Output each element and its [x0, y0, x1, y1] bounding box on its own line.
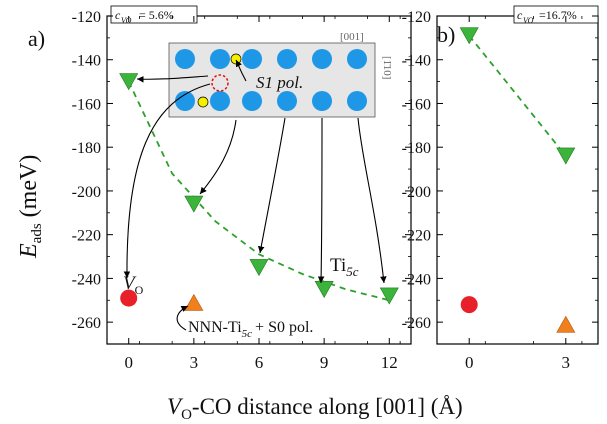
panel-a-concentration-box: c VO = 5.6%: [110, 5, 198, 25]
y-tick-label: -140: [72, 53, 101, 70]
x-tick-label: 12: [381, 353, 398, 372]
y-tick-label: -260: [402, 315, 431, 332]
x-tick-label: 3: [562, 353, 571, 372]
atom: [210, 91, 230, 111]
conc-a-sub: VO: [121, 16, 132, 25]
ti5c-point: [249, 259, 269, 277]
x-tick-label: 9: [320, 353, 329, 372]
ti5c-point: [459, 27, 479, 45]
y-tick-label: -200: [402, 184, 431, 201]
inset-direction-001: [001]: [340, 31, 364, 43]
conc-b-value: =16.7%: [539, 8, 577, 22]
y-tick-label: -220: [72, 228, 101, 245]
y-tick-label: -240: [72, 271, 101, 288]
panel-a-plot: -120 -140 -160 -180 -200 -220 -240 -260 0 3 6 9 12: [72, 9, 411, 372]
panel-a-label: a): [28, 26, 45, 51]
y-axis-label: Eads (meV): [16, 155, 45, 259]
conc-a-c: c: [115, 8, 121, 22]
y-tick-label: -140: [402, 53, 431, 70]
nnn-point: [556, 315, 576, 333]
y-tick-label: -120: [72, 9, 101, 26]
oxygen-vacancy-marker: [211, 74, 229, 92]
arrow-to-vo: [123, 83, 211, 279]
conc-b-c: c: [517, 8, 523, 22]
atom: [242, 91, 262, 111]
vo-annotation: VO: [123, 273, 144, 297]
atom: [312, 91, 332, 111]
ti5c-point: [379, 287, 399, 305]
s1-polaron-label: S1 pol.: [256, 73, 303, 92]
x-tick-label: 0: [465, 353, 474, 372]
ti5c-point: [119, 73, 139, 91]
vo-point: [120, 289, 138, 307]
atom: [312, 49, 332, 69]
polaron-s1-lower: [197, 96, 209, 108]
arrow-to-point-3: [199, 119, 237, 195]
y-tick-label: -240: [402, 271, 431, 288]
arrow-to-point-12: [357, 117, 387, 284]
y-tick-label: -180: [72, 140, 101, 157]
ti5c-annotation: Ti5c: [330, 255, 359, 279]
arrow-to-point-9: [317, 117, 325, 284]
atom: [242, 49, 262, 69]
y-tick-label: -160: [72, 96, 101, 113]
vo-point: [460, 296, 478, 314]
ti5c-point: [314, 281, 334, 298]
atom: [175, 91, 195, 111]
y-tick-label: -200: [72, 184, 101, 201]
conc-a-value: = 5.6%: [139, 8, 174, 22]
panel-b-frame: [436, 15, 599, 345]
ti5c-point: [556, 147, 576, 165]
x-axis-label: VO-CO distance along [001] (Å): [167, 394, 463, 423]
atom: [175, 49, 195, 69]
polaron-s1: [230, 53, 242, 65]
arrow-nnn: [176, 305, 189, 331]
y-tick-label: -180: [402, 140, 431, 157]
arrow-to-point-0: [136, 75, 209, 83]
atom: [210, 49, 230, 69]
arrow-to-point-6: [257, 117, 286, 254]
x-tick-label: 0: [124, 353, 133, 372]
y-tick-label: -160: [402, 96, 431, 113]
arrow-s1-polaron: [235, 59, 247, 82]
y-tick-label: -260: [72, 315, 101, 332]
atom: [347, 49, 367, 69]
atom: [347, 91, 367, 111]
fit-curve: [127, 81, 390, 302]
inset-direction-110: [1̄10]: [381, 56, 393, 79]
y-tick-label: -120: [402, 9, 431, 26]
x-tick-label: 6: [255, 353, 264, 372]
panel-b-concentration-box: c VO =16.7%: [513, 5, 599, 25]
y-tick-label: -220: [402, 228, 431, 245]
annotation-arrows: [123, 59, 387, 331]
panel-b-label: b): [437, 22, 455, 47]
inset-structure: [001] [1̄10] S1 pol.: [168, 31, 393, 118]
atom: [277, 49, 297, 69]
x-tick-label: 3: [190, 353, 199, 372]
conc-b-sub: VO: [523, 16, 534, 25]
fit-curve: [468, 35, 567, 157]
atom: [277, 91, 297, 111]
nnn-annotation: NNN-Ti5c + S0 pol.: [188, 319, 313, 340]
panel-b-plot: -120 -140 -160 -180 -200 -220 -240 -260 0 3: [402, 9, 598, 372]
nnn-point: [184, 293, 204, 311]
ti5c-point: [184, 195, 204, 213]
